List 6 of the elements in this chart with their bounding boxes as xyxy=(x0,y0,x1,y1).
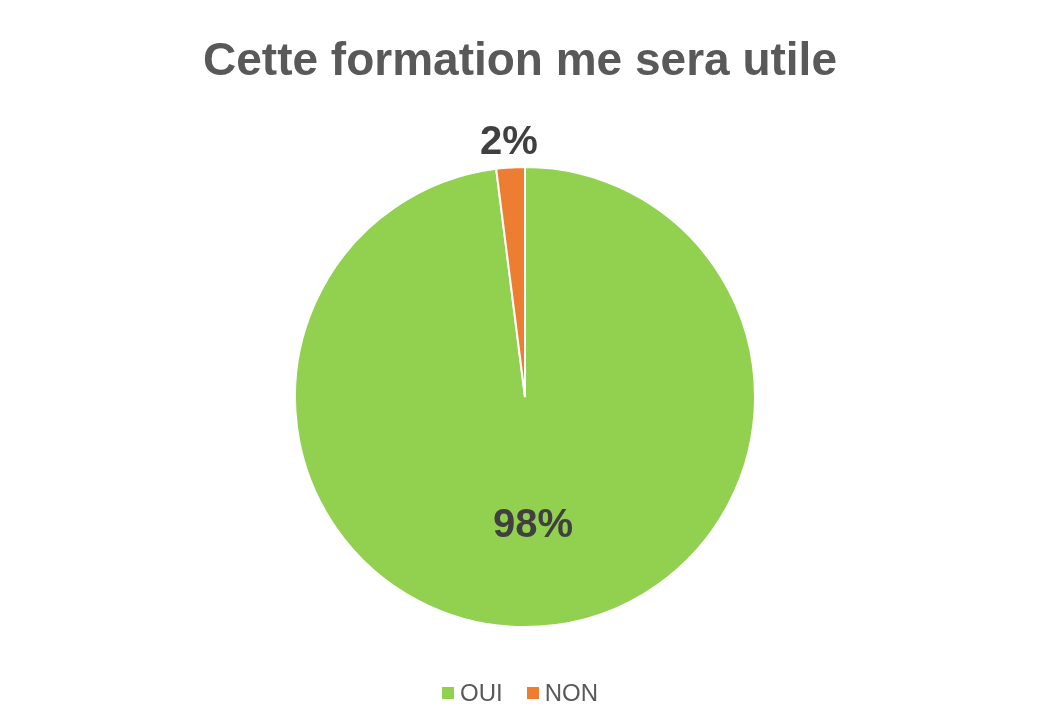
data-label: 2% xyxy=(479,117,538,162)
legend-label: OUI xyxy=(459,679,503,707)
legend-label: NON xyxy=(544,679,598,707)
data-label: 98% xyxy=(492,501,573,546)
chart-title: Cette formation me sera utile xyxy=(202,32,838,87)
pie-slice xyxy=(294,166,756,628)
